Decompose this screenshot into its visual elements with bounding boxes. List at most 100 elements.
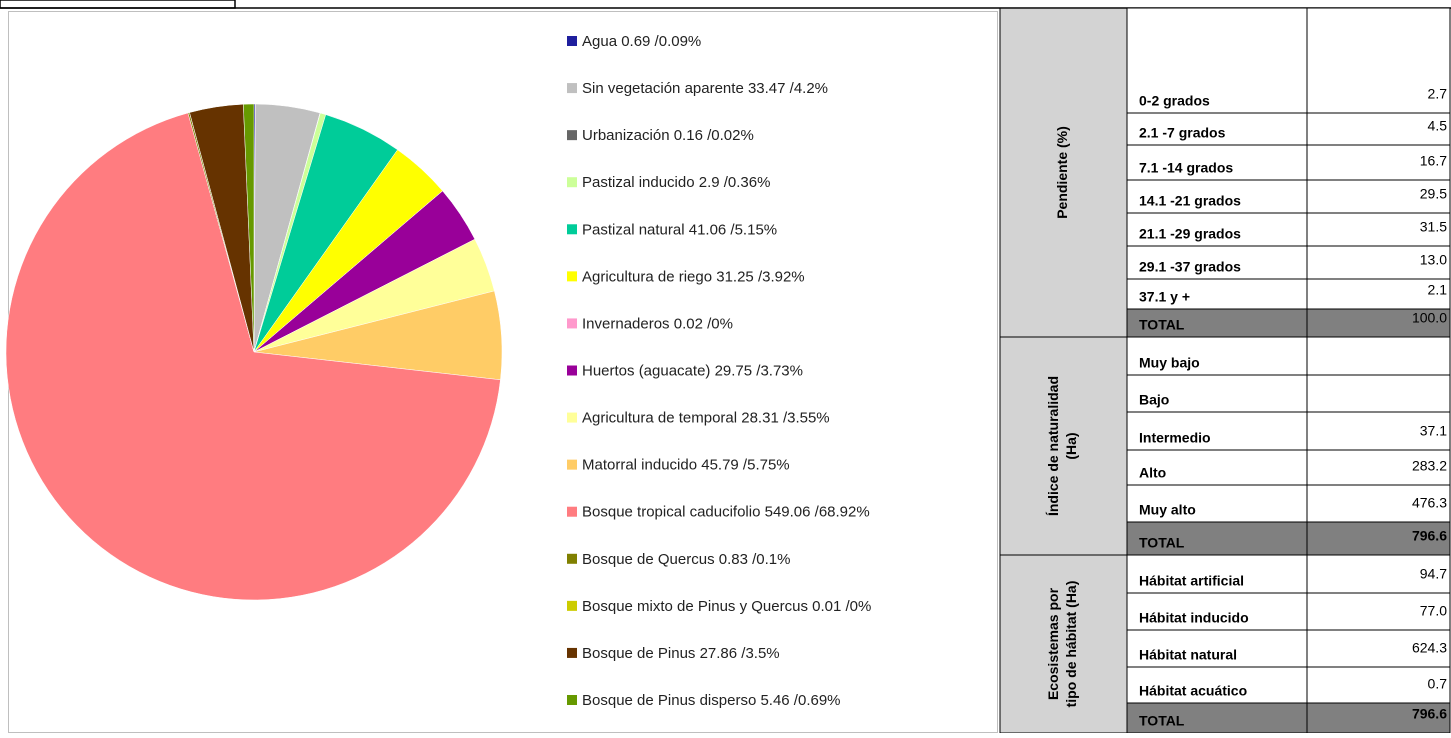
row-value: 2.7 xyxy=(1428,86,1448,102)
pie-slice xyxy=(243,103,255,353)
value-cell xyxy=(1306,308,1451,338)
value-cell xyxy=(1306,449,1451,486)
legend-swatch xyxy=(567,412,577,423)
value-cell xyxy=(1306,179,1451,214)
group-title: Ecosistemas por xyxy=(1045,587,1061,700)
label-cell xyxy=(1126,112,1308,146)
legend-swatch xyxy=(567,647,577,658)
legend-swatch xyxy=(567,224,577,235)
legend-swatch xyxy=(567,83,577,94)
pie-slice xyxy=(5,112,501,601)
legend-label: Bosque de Pinus disperso 5.46 /0.69% xyxy=(582,692,841,709)
row-label: Muy bajo xyxy=(1139,355,1200,371)
value-cell xyxy=(1306,144,1451,181)
label-cell xyxy=(1126,484,1308,523)
legend-label: Pastizal natural 41.06 /5.15% xyxy=(582,221,777,238)
value-cell xyxy=(1306,592,1451,631)
legend-swatch xyxy=(567,553,577,564)
legend-swatch xyxy=(567,365,577,376)
value-cell xyxy=(1306,336,1451,376)
row-value: 2.1 xyxy=(1428,282,1448,298)
row-value: 796.6 xyxy=(1412,706,1447,722)
legend-swatch xyxy=(567,318,577,329)
tab xyxy=(0,0,236,9)
legend-swatch xyxy=(567,36,577,46)
row-value: 100.0 xyxy=(1412,310,1447,326)
legend-swatch xyxy=(567,600,577,611)
row-label: 7.1 -14 grados xyxy=(1139,160,1233,176)
legend-label: Sin vegetación aparente 33.47 /4.2% xyxy=(582,80,828,97)
row-label: Muy alto xyxy=(1139,502,1196,518)
label-cell xyxy=(1126,629,1308,668)
label-cell xyxy=(1126,449,1308,486)
row-label: TOTAL xyxy=(1139,317,1185,333)
value-cell xyxy=(1306,245,1451,280)
row-value: 476.3 xyxy=(1412,495,1447,511)
group-cell xyxy=(999,554,1128,734)
value-cell xyxy=(1306,666,1451,704)
legend-label: Bosque de Quercus 0.83 /0.1% xyxy=(582,551,790,568)
group-title: tipo de hábitat (Ha) xyxy=(1063,581,1079,708)
legend-swatch xyxy=(567,177,577,188)
row-label: 14.1 -21 grados xyxy=(1139,193,1241,209)
row-value: 29.5 xyxy=(1420,186,1447,202)
row-label: Hábitat natural xyxy=(1139,647,1237,663)
legend-swatch xyxy=(567,459,577,470)
value-cell xyxy=(1306,278,1451,310)
row-label: Intermedio xyxy=(1139,430,1211,446)
row-value: 94.7 xyxy=(1420,566,1447,582)
label-cell xyxy=(1126,702,1308,734)
value-cell xyxy=(1306,7,1451,114)
legend-label: Invernaderos 0.02 /0% xyxy=(582,315,733,332)
value-cell xyxy=(1306,374,1451,413)
row-value: 16.7 xyxy=(1420,153,1447,169)
row-label: 29.1 -37 grados xyxy=(1139,259,1241,275)
group-cell xyxy=(999,336,1128,556)
legend-swatch xyxy=(567,695,577,705)
label-cell xyxy=(1126,144,1308,181)
row-label: 2.1 -7 grados xyxy=(1139,125,1226,141)
legend-swatch xyxy=(567,130,577,141)
label-cell xyxy=(1126,374,1308,413)
row-value: 37.1 xyxy=(1420,423,1447,439)
row-value: 77.0 xyxy=(1420,603,1447,619)
label-cell xyxy=(1126,666,1308,704)
row-value: 283.2 xyxy=(1412,458,1447,474)
group-cell xyxy=(999,7,1128,338)
legend-label: Pastizal inducido 2.9 /0.36% xyxy=(582,174,770,191)
legend-label: Agricultura de temporal 28.31 /3.55% xyxy=(582,410,830,427)
group-title: (Ha) xyxy=(1063,432,1079,459)
legend-label: Urbanización 0.16 /0.02% xyxy=(582,127,754,144)
row-label: 0-2 grados xyxy=(1139,93,1210,109)
legend-swatch xyxy=(567,271,577,282)
row-label: TOTAL xyxy=(1139,713,1185,729)
legend-label: Bosque de Pinus 27.86 /3.5% xyxy=(582,645,780,662)
group-title: Índice de naturalidad xyxy=(1045,376,1061,516)
legend-label: Matorral inducido 45.79 /5.75% xyxy=(582,457,790,474)
legend-label: Bosque mixto de Pinus y Quercus 0.01 /0% xyxy=(582,598,871,615)
legend-label: Agricultura de riego 31.25 /3.92% xyxy=(582,268,805,285)
legend-label: Bosque tropical caducifolio 549.06 /68.9… xyxy=(582,504,870,521)
row-label: Hábitat inducido xyxy=(1139,610,1249,626)
label-cell xyxy=(1126,212,1308,247)
row-label: Hábitat artificial xyxy=(1139,573,1244,589)
label-cell xyxy=(1126,411,1308,451)
row-label: 21.1 -29 grados xyxy=(1139,226,1241,242)
legend-swatch xyxy=(567,506,577,517)
label-cell xyxy=(1126,554,1308,594)
row-label: TOTAL xyxy=(1139,535,1185,551)
row-label: Bajo xyxy=(1139,392,1169,408)
value-cell xyxy=(1306,554,1451,594)
row-value: 796.6 xyxy=(1412,528,1447,544)
row-label: Hábitat acuático xyxy=(1139,683,1247,699)
label-cell xyxy=(1126,278,1308,310)
value-cell xyxy=(1306,484,1451,523)
group-title: Pendiente (%) xyxy=(1054,126,1070,219)
row-value: 4.5 xyxy=(1428,118,1448,134)
row-value: 13.0 xyxy=(1420,252,1447,268)
value-cell xyxy=(1306,521,1451,556)
row-value: 0.7 xyxy=(1428,676,1448,692)
value-cell xyxy=(1306,112,1451,146)
row-label: Alto xyxy=(1139,465,1166,481)
